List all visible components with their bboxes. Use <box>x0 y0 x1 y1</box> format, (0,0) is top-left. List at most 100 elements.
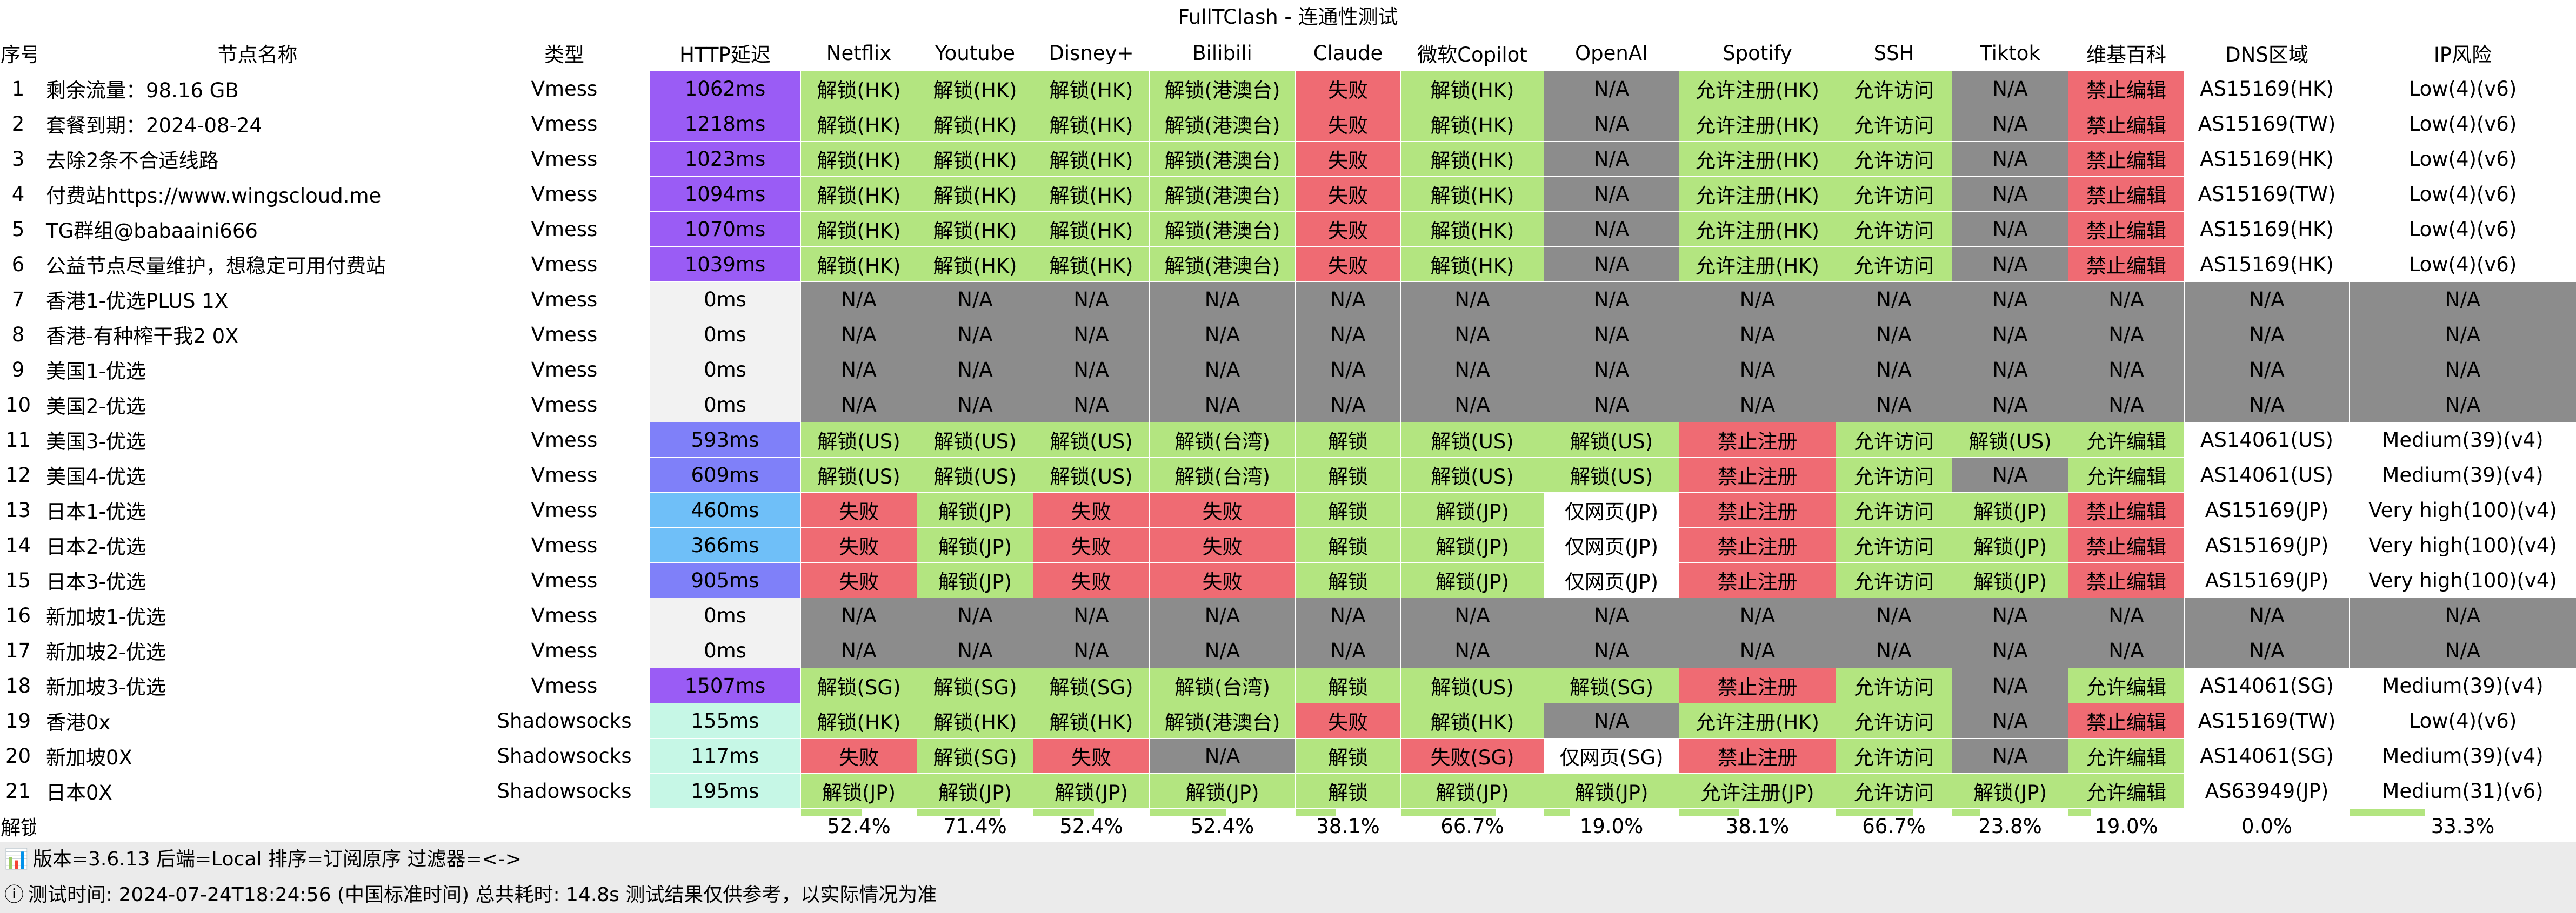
cell-youtube: 解锁(HK) <box>917 141 1033 177</box>
table-row: 7 香港1-优选PLUS 1X Vmess 0ms N/A N/A N/A N/A N/A N/A… <box>0 281 2576 317</box>
cell-disney: 解锁(HK) <box>1033 176 1150 212</box>
cell-node-name: 美国2-优选 <box>36 387 479 422</box>
cell-dns-region: AS14061(US) <box>2184 422 2350 458</box>
cell-bilibili: N/A <box>1149 352 1296 387</box>
cell-dns-region: AS14061(SG) <box>2184 738 2350 774</box>
cell-dns-region: AS63949(JP) <box>2184 773 2350 809</box>
cell-wikipedia: N/A <box>2068 598 2185 633</box>
summary-spotify: 38.1% <box>1679 808 1836 844</box>
cell-http-latency: 195ms <box>649 773 801 809</box>
cell-dns-region: AS15169(JP) <box>2184 562 2350 598</box>
cell-type: Vmess <box>479 246 650 282</box>
bar-chart-icon: 📊 <box>4 848 29 870</box>
header-copilot: 微软Copilot <box>1400 35 1544 71</box>
cell-http-latency: 0ms <box>649 317 801 352</box>
header-claude: Claude <box>1295 35 1401 71</box>
unlock-ratio-text: 52.4% <box>827 814 891 838</box>
cell-tiktok: N/A <box>1952 317 2068 352</box>
cell-ip-risk: Medium(39)(v4) <box>2349 738 2576 774</box>
cell-openai: 解锁(SG) <box>1544 668 1679 703</box>
header-disney: Disney+ <box>1033 35 1150 71</box>
cell-youtube: 解锁(SG) <box>917 738 1033 774</box>
cell-disney: 解锁(US) <box>1033 422 1150 458</box>
cell-http-latency: 0ms <box>649 352 801 387</box>
cell-tiktok: N/A <box>1952 598 2068 633</box>
cell-ssh: 允许访问 <box>1836 738 1952 774</box>
table-row: 2 套餐到期：2024-08-24 Vmess 1218ms 解锁(HK) 解锁(HK) 解… <box>0 106 2576 142</box>
cell-tiktok: N/A <box>1952 141 2068 177</box>
header-netflix: Netflix <box>800 35 917 71</box>
cell-node-name: 日本2-优选 <box>36 527 479 563</box>
cell-dns-region: AS15169(JP) <box>2184 492 2350 528</box>
cell-spotify: 允许注册(HK) <box>1679 176 1836 212</box>
cell-ip-risk: N/A <box>2349 352 2576 387</box>
cell-wikipedia: 禁止编辑 <box>2068 176 2185 212</box>
unlock-ratio-bar <box>2350 809 2425 816</box>
cell-copilot: N/A <box>1400 387 1544 422</box>
cell-http-latency: 0ms <box>649 633 801 668</box>
table-row: 11 美国3-优选 Vmess 593ms 解锁(US) 解锁(US) 解锁(US) 解锁(台… <box>0 422 2576 458</box>
cell-bilibili: 解锁(台湾) <box>1149 422 1296 458</box>
cell-disney: N/A <box>1033 598 1150 633</box>
cell-index: 20 <box>0 738 36 774</box>
cell-tiktok: N/A <box>1952 633 2068 668</box>
cell-ssh: 允许访问 <box>1836 422 1952 458</box>
cell-http-latency: 460ms <box>649 492 801 528</box>
header-wikipedia: 维基百科 <box>2068 35 2185 71</box>
cell-tiktok: N/A <box>1952 352 2068 387</box>
cell-disney: N/A <box>1033 281 1150 317</box>
cell-ip-risk: N/A <box>2349 598 2576 633</box>
unlock-ratio-bar <box>1679 809 1739 816</box>
cell-bilibili: 解锁(港澳台) <box>1149 211 1296 247</box>
header-dns-region: DNS区域 <box>2184 35 2350 71</box>
cell-type: Shadowsocks <box>479 703 650 739</box>
cell-http-latency: 1023ms <box>649 141 801 177</box>
cell-tiktok: N/A <box>1952 176 2068 212</box>
info-icon: ⓘ <box>4 884 24 906</box>
cell-claude: 解锁 <box>1295 422 1401 458</box>
cell-tiktok: N/A <box>1952 246 2068 282</box>
cell-index: 5 <box>0 211 36 247</box>
cell-ip-risk: Medium(39)(v4) <box>2349 668 2576 703</box>
unlock-ratio-text: 66.7% <box>1862 814 1926 838</box>
cell-node-name: 香港0x <box>36 703 479 739</box>
cell-node-name: 去除2条不合适线路 <box>36 141 479 177</box>
cell-netflix: 解锁(HK) <box>800 71 917 106</box>
unlock-ratio-text: 33.3% <box>2431 814 2495 838</box>
summary-ip-risk: 33.3% <box>2349 808 2576 844</box>
header-type: 类型 <box>479 35 650 71</box>
cell-spotify: 禁止注册 <box>1679 422 1836 458</box>
cell-wikipedia: 禁止编辑 <box>2068 527 2185 563</box>
unlock-ratio-bar <box>1952 809 1980 816</box>
cell-index: 4 <box>0 176 36 212</box>
unlock-ratio-bar <box>1033 809 1095 816</box>
cell-copilot: N/A <box>1400 281 1544 317</box>
summary-copilot: 66.7% <box>1400 808 1544 844</box>
unlock-ratio-bar <box>1296 809 1336 816</box>
cell-copilot: 解锁(HK) <box>1400 176 1544 212</box>
cell-copilot: 解锁(US) <box>1400 668 1544 703</box>
cell-dns-region: N/A <box>2184 281 2350 317</box>
version-bar: 📊 版本=3.6.13 后端=Local 排序=订阅原序 过滤器=<-> <box>0 842 2576 877</box>
cell-node-name: TG群组@babaaini666 <box>36 211 479 247</box>
cell-http-latency: 0ms <box>649 387 801 422</box>
cell-openai: N/A <box>1544 633 1679 668</box>
cell-ip-risk: N/A <box>2349 387 2576 422</box>
unlock-ratio-text: 19.0% <box>2094 814 2158 838</box>
cell-wikipedia: 禁止编辑 <box>2068 71 2185 106</box>
cell-node-name: 新加坡3-优选 <box>36 668 479 703</box>
cell-spotify: N/A <box>1679 387 1836 422</box>
cell-ip-risk: Very high(100)(v4) <box>2349 562 2576 598</box>
cell-claude: N/A <box>1295 352 1401 387</box>
cell-wikipedia: 禁止编辑 <box>2068 106 2185 142</box>
cell-copilot: 解锁(HK) <box>1400 141 1544 177</box>
cell-ip-risk: N/A <box>2349 317 2576 352</box>
cell-spotify: N/A <box>1679 281 1836 317</box>
cell-netflix: N/A <box>800 387 917 422</box>
cell-type: Vmess <box>479 562 650 598</box>
cell-netflix: 失败 <box>800 562 917 598</box>
summary-bilibili: 52.4% <box>1149 808 1296 844</box>
cell-disney: N/A <box>1033 387 1150 422</box>
cell-wikipedia: 禁止编辑 <box>2068 562 2185 598</box>
cell-index: 14 <box>0 527 36 563</box>
